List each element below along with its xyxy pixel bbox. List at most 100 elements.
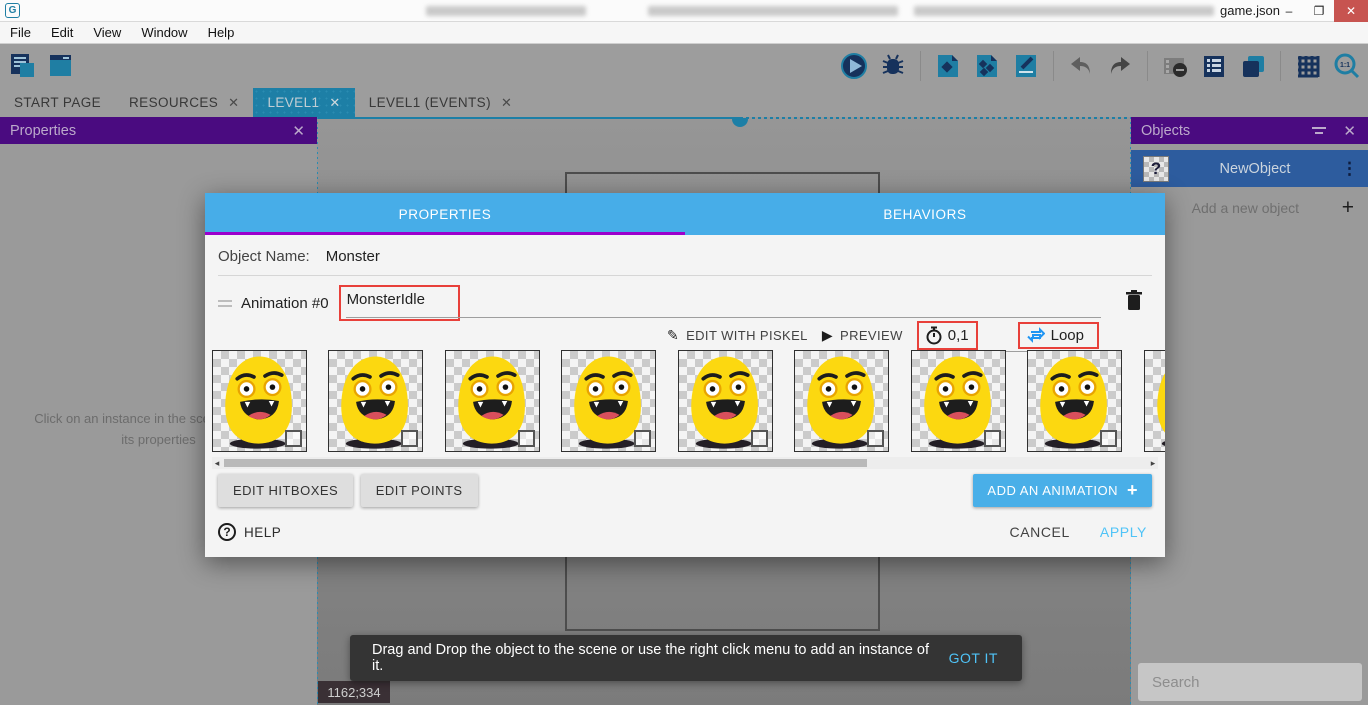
objects-panel-header: Objects ✕ <box>1131 117 1368 144</box>
object-name-field-label: Object Name: <box>218 248 310 265</box>
redacted-title-segment <box>914 5 1214 16</box>
menu-edit[interactable]: Edit <box>50 25 74 40</box>
animation-frame[interactable] <box>1143 350 1165 452</box>
close-tab-icon[interactable]: ✕ <box>228 94 240 110</box>
direction-select-value[interactable]: Loop <box>1050 326 1084 344</box>
time-between-frames-value[interactable]: 0,1 <box>947 326 969 344</box>
edit-hitboxes-button[interactable]: EDIT HITBOXES <box>218 474 354 507</box>
monster-sprite <box>1156 372 1165 447</box>
object-list-item-newobject[interactable]: ? NewObject ⋮ <box>1131 150 1368 187</box>
export-icon[interactable] <box>933 51 963 81</box>
close-tab-icon[interactable]: ✕ <box>329 94 341 110</box>
object-editor-dialog: PROPERTIES BEHAVIORS Object Name: Animat… <box>205 193 1165 557</box>
objects-doc-icon[interactable] <box>972 51 1002 81</box>
apply-button[interactable]: APPLY <box>1099 524 1147 540</box>
project-manager-icon[interactable] <box>8 51 38 81</box>
animation-frame[interactable] <box>1027 350 1123 452</box>
menu-file[interactable]: File <box>10 25 31 40</box>
object-search-box <box>1138 663 1362 701</box>
tab-start-page[interactable]: START PAGE <box>14 95 102 110</box>
animation-frame[interactable] <box>677 350 773 452</box>
cancel-button[interactable]: CANCEL <box>1009 524 1070 540</box>
search-input[interactable] <box>1138 673 1351 691</box>
filter-icon[interactable] <box>1311 124 1327 137</box>
edit-doc-icon[interactable] <box>1011 51 1041 81</box>
animation-name-underline <box>346 317 1101 318</box>
dialog-tab-behaviors[interactable]: BEHAVIORS <box>883 206 967 222</box>
tab-level1-events[interactable]: LEVEL1 (EVENTS) ✕ <box>368 94 513 111</box>
dialog-footer: ? HELP CANCEL APPLY <box>218 517 1147 547</box>
animation-frame[interactable] <box>328 350 424 452</box>
delete-animation-icon[interactable] <box>1125 289 1143 311</box>
tab-level1[interactable]: LEVEL1 ✕ <box>253 88 355 117</box>
layers-icon[interactable] <box>1238 51 1268 81</box>
frames-scrollbar[interactable]: ◂ ▸ <box>212 457 1158 469</box>
frame-checkbox[interactable] <box>401 430 419 447</box>
animation-frame[interactable] <box>794 350 890 452</box>
loop-icon <box>1026 327 1045 343</box>
play-icon[interactable] <box>839 51 869 81</box>
time-between-frames-highlight: 0,1 <box>916 320 978 350</box>
objects-panel-title: Objects <box>1141 122 1191 139</box>
edit-points-button[interactable]: EDIT POINTS <box>360 474 478 507</box>
scroll-left-icon[interactable]: ◂ <box>214 457 220 468</box>
menu-view[interactable]: View <box>93 25 122 40</box>
frame-checkbox[interactable] <box>983 430 1001 447</box>
frame-checkbox[interactable] <box>634 430 652 447</box>
redacted-title-segment <box>426 5 586 16</box>
instances-list-icon[interactable] <box>1199 51 1229 81</box>
object-name-input[interactable] <box>325 248 1152 265</box>
monster-sprite <box>807 356 875 449</box>
animation-name-input[interactable] <box>346 291 452 308</box>
start-page-icon[interactable] <box>46 51 76 81</box>
close-button[interactable]: ✕ <box>1334 0 1368 22</box>
dialog-tab-properties[interactable]: PROPERTIES <box>398 206 492 222</box>
menu-window[interactable]: Window <box>141 25 188 40</box>
help-button[interactable]: ? HELP <box>218 523 281 541</box>
object-menu-icon[interactable]: ⋮ <box>1341 158 1358 178</box>
add-object-plus-icon[interactable]: + <box>1341 196 1354 219</box>
preview-button[interactable]: ▶ PREVIEW <box>821 326 903 343</box>
frame-checkbox[interactable] <box>1100 430 1118 447</box>
plus-icon: + <box>1126 480 1138 500</box>
got-it-button[interactable]: GOT IT <box>948 650 998 666</box>
minimize-button[interactable]: – <box>1285 4 1293 18</box>
grid-icon[interactable] <box>1293 51 1323 81</box>
editor-tab-bar: START PAGE RESOURCES ✕ LEVEL1 ✕ LEVEL1 (… <box>0 88 1368 117</box>
monster-sprite <box>458 356 525 449</box>
restore-button[interactable]: ❐ <box>1313 4 1325 18</box>
frame-checkbox[interactable] <box>517 430 535 447</box>
debug-icon[interactable] <box>878 51 908 81</box>
close-objects-icon[interactable]: ✕ <box>1343 122 1356 140</box>
add-animation-button[interactable]: ADD AN ANIMATION + <box>973 474 1152 507</box>
mask-icon[interactable] <box>1160 51 1190 81</box>
drag-handle-icon[interactable] <box>218 297 232 310</box>
monster-sprite <box>225 356 292 449</box>
redacted-title-segment <box>648 5 898 16</box>
menu-help[interactable]: Help <box>207 25 235 40</box>
scrollbar-thumb[interactable] <box>224 459 868 467</box>
window-title: game.json <box>1220 3 1280 18</box>
main-toolbar: 1:1 <box>0 44 1368 88</box>
loop-highlight: Loop <box>1017 321 1099 349</box>
frame-checkbox[interactable] <box>867 430 885 447</box>
add-object-row[interactable]: Add a new object + <box>1131 191 1368 225</box>
scene-top-guide <box>317 117 741 119</box>
zoom-1-1-icon[interactable]: 1:1 <box>1332 51 1362 81</box>
frame-checkbox[interactable] <box>750 430 768 447</box>
scene-resize-handle[interactable] <box>732 118 749 127</box>
scroll-right-icon[interactable]: ▸ <box>1150 457 1156 468</box>
animation-frame[interactable] <box>444 350 540 452</box>
undo-icon[interactable] <box>1066 51 1096 81</box>
menu-bar: File Edit View Window Help <box>0 22 1368 44</box>
tab-resources[interactable]: RESOURCES ✕ <box>129 94 240 111</box>
close-tab-icon[interactable]: ✕ <box>500 94 513 110</box>
frame-checkbox[interactable] <box>285 430 302 447</box>
animation-frame[interactable] <box>561 350 657 452</box>
animation-frame[interactable] <box>910 350 1006 452</box>
close-properties-icon[interactable]: ✕ <box>292 122 305 140</box>
animation-frame[interactable] <box>212 350 307 452</box>
monster-sprite <box>341 356 409 449</box>
edit-with-piskel-button[interactable]: ✎ EDIT WITH PISKEL <box>666 326 808 343</box>
redo-icon[interactable] <box>1105 51 1135 81</box>
